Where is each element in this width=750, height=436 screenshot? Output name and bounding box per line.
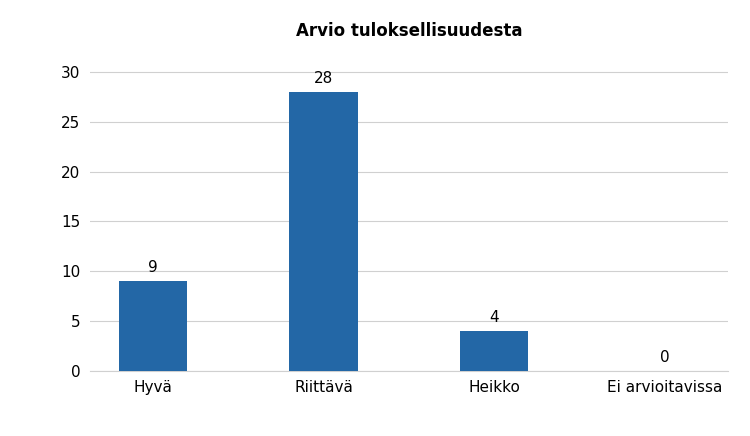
Text: 28: 28: [314, 71, 333, 86]
Bar: [119, 281, 188, 371]
Bar: [460, 331, 528, 371]
Text: 4: 4: [489, 310, 499, 325]
Bar: [290, 92, 358, 371]
Title: Arvio tuloksellisuudesta: Arvio tuloksellisuudesta: [296, 22, 522, 40]
Text: 9: 9: [148, 260, 158, 275]
Text: 0: 0: [659, 350, 669, 364]
